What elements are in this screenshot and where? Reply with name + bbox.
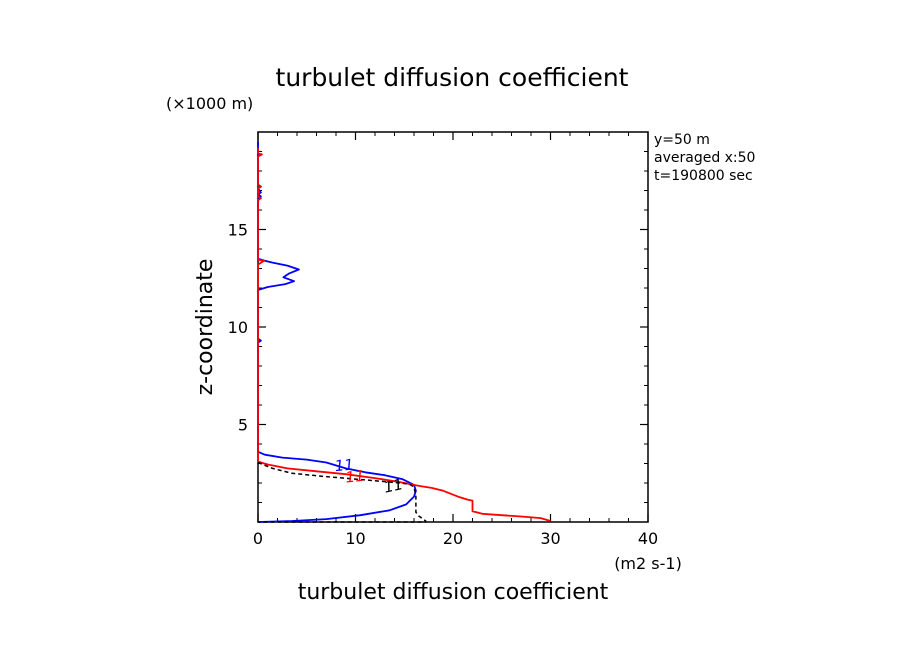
info-line-y: y=50 m xyxy=(654,132,710,148)
chart-title: turbulet diffusion coefficient xyxy=(276,63,629,92)
ticks-layer: 0 10 20 30 40 5 10 15 xyxy=(228,131,658,548)
x-tick-label: 10 xyxy=(345,529,365,548)
y-tick-label: 10 xyxy=(228,318,248,337)
info-line-averaged: averaged x:50 xyxy=(654,150,755,166)
x-tick-label: 0 xyxy=(253,529,263,548)
series-line-1 xyxy=(257,147,551,522)
x-tick-label: 40 xyxy=(638,529,658,548)
x-tick-label: 30 xyxy=(540,529,560,548)
chart-header: turbulet diffusion coefficient (×1000 m) xyxy=(166,63,629,113)
series-line-2 xyxy=(257,461,427,523)
y-tick-label: 15 xyxy=(228,221,248,240)
y-axis-unit: (×1000 m) xyxy=(166,94,253,113)
x-axis-unit: (m2 s-1) xyxy=(614,554,682,573)
info-box: y=50 m averaged x:50 t=190800 sec xyxy=(654,132,755,184)
contour-label-1: 11 xyxy=(345,467,366,487)
info-line-time: t=190800 sec xyxy=(654,168,753,184)
axis-labels: turbulet diffusion coefficient (m2 s-1) … xyxy=(193,259,682,605)
plot-frame xyxy=(257,131,649,523)
series-layer xyxy=(257,141,551,523)
y-tick-label: 5 xyxy=(238,416,248,435)
y-axis-label: z-coordinate xyxy=(193,259,218,396)
contour-label-0: 11 xyxy=(334,455,355,475)
contour-label-2: 11 xyxy=(382,475,404,497)
x-axis-label: turbulet diffusion coefficient xyxy=(298,580,609,605)
x-tick-label: 20 xyxy=(443,529,463,548)
